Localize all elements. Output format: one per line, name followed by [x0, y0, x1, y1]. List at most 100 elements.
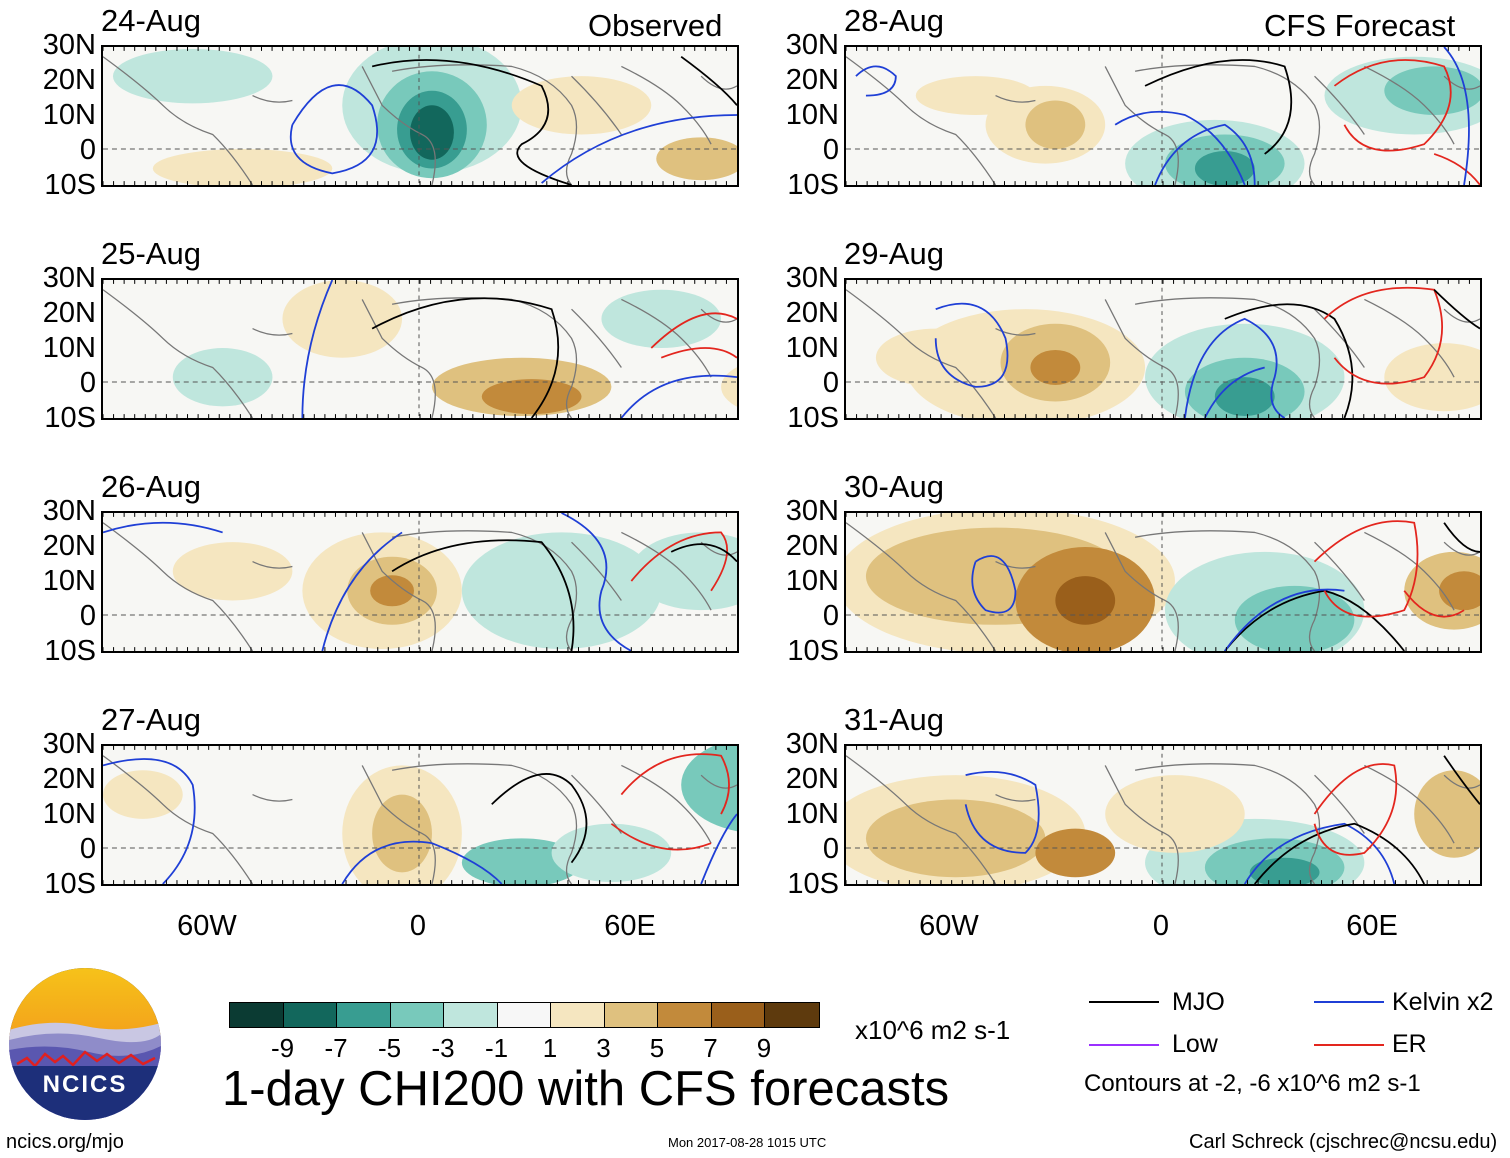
anomaly-blob — [1234, 585, 1355, 651]
lat-label: 30N — [42, 29, 96, 61]
contour-line — [1204, 366, 1265, 418]
anomaly-blob — [656, 137, 737, 181]
lat-label: 30N — [42, 262, 96, 294]
lat-label: 20N — [42, 297, 96, 329]
contour-line — [680, 56, 737, 106]
lon-label: 60E — [1346, 910, 1398, 942]
map-field — [103, 47, 737, 185]
contour-line — [1443, 522, 1480, 553]
colorbar-tick-label: 9 — [756, 1033, 772, 1063]
anomaly-blob — [103, 770, 183, 819]
lat-label: 10N — [785, 565, 839, 597]
anomaly-blob — [1030, 349, 1081, 385]
contour-line — [1403, 590, 1465, 618]
anomaly-blob — [1025, 100, 1086, 150]
lat-label: 10S — [44, 868, 96, 900]
legend-line-kelvin — [1314, 1001, 1384, 1003]
lat-label: 20N — [785, 64, 839, 96]
lat-label: 20N — [785, 530, 839, 562]
lat-label: 10N — [42, 99, 96, 131]
contour-line — [103, 521, 223, 534]
contour-line — [855, 65, 897, 97]
anomaly-blob — [721, 367, 737, 407]
legend-label-mjo: MJO — [1172, 988, 1225, 1016]
ncics-logo: NCICS — [9, 968, 161, 1120]
logo-art-icon — [9, 968, 161, 1120]
lat-label: 10S — [787, 402, 839, 434]
map-area — [101, 45, 739, 187]
legend-label-kelvin: Kelvin x2 — [1392, 988, 1494, 1016]
lon-label: 60E — [604, 910, 656, 942]
contour-line — [1154, 123, 1256, 185]
panel-date-label: 28-Aug — [844, 3, 944, 38]
contour-line — [620, 374, 737, 418]
anomaly-blob — [631, 532, 737, 611]
map-field — [103, 513, 737, 651]
contour-line — [1313, 763, 1398, 856]
coastline — [846, 289, 1480, 418]
lat-label: 20N — [785, 297, 839, 329]
colorbar-tick-label: 5 — [649, 1033, 665, 1063]
lat-label: 0 — [822, 134, 839, 166]
anomaly-blob — [875, 328, 996, 387]
contour-line — [650, 312, 737, 349]
legend-label-low: Low — [1172, 1030, 1218, 1058]
anomaly-blob — [481, 379, 582, 415]
colorbar-tick-label: -3 — [431, 1033, 455, 1063]
map-area — [844, 744, 1482, 886]
legend-line-mjo — [1089, 1001, 1159, 1003]
contour-line — [561, 513, 632, 651]
figure-title: 1-day CHI200 with CFS forecasts — [222, 1062, 950, 1116]
coastline — [103, 56, 737, 185]
coastline — [846, 56, 1480, 185]
anomaly-blob — [865, 799, 1046, 878]
lon-label: 60W — [919, 910, 979, 942]
legend-label-er: ER — [1392, 1030, 1427, 1058]
map-area — [844, 278, 1482, 420]
coastline — [846, 755, 1480, 884]
contour-line — [289, 84, 378, 175]
lat-label: 20N — [42, 763, 96, 795]
colorbar-cell — [230, 1003, 284, 1027]
contour-line — [1433, 153, 1480, 185]
contour-line — [391, 539, 575, 651]
contour-line — [1224, 588, 1345, 651]
lat-label: 10N — [785, 99, 839, 131]
lat-label: 10S — [787, 868, 839, 900]
anomaly-blob — [915, 76, 1036, 116]
contour-line — [371, 297, 560, 418]
map-field — [846, 280, 1480, 418]
anomaly-blob — [1194, 150, 1255, 185]
colorbar-cell — [390, 1003, 444, 1027]
contour-line — [1114, 110, 1246, 185]
anomaly-blob — [152, 149, 333, 185]
anomaly-blob — [112, 48, 273, 104]
contour-line — [1224, 303, 1354, 418]
map-area — [844, 45, 1482, 187]
lat-label: 30N — [785, 728, 839, 760]
lat-label: 20N — [42, 64, 96, 96]
contour-line — [1333, 59, 1452, 152]
contour-line — [301, 280, 334, 418]
lat-label: 10S — [787, 169, 839, 201]
panel-date-label: 25-Aug — [101, 236, 201, 271]
lat-label: 30N — [785, 29, 839, 61]
coastline — [103, 522, 737, 651]
contour-line — [1253, 822, 1425, 884]
colorbar-cell — [283, 1003, 337, 1027]
contour-line — [1144, 59, 1293, 155]
anomaly-blob — [172, 542, 293, 601]
map-area — [101, 511, 739, 653]
lat-label: 20N — [785, 763, 839, 795]
contour-line — [670, 543, 737, 563]
lat-label: 10N — [785, 798, 839, 830]
legend-note: Contours at -2, -6 x10^6 m2 s-1 — [1084, 1070, 1421, 1097]
lon-label: 0 — [1152, 910, 1170, 942]
lat-label: 30N — [785, 262, 839, 294]
anomaly-blob — [1414, 770, 1480, 858]
colorbar-tick-label: -5 — [377, 1033, 402, 1063]
contour-line — [371, 59, 572, 185]
lat-label: 0 — [79, 134, 96, 166]
lat-label: 0 — [822, 367, 839, 399]
footer-left: ncics.org/mjo — [6, 1131, 124, 1153]
